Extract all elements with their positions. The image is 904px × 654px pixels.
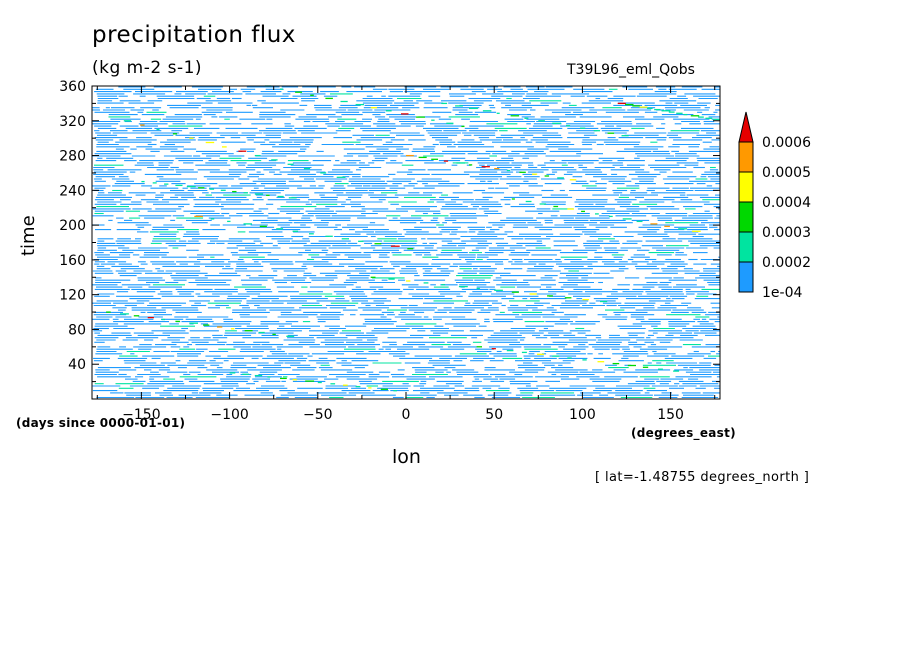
y-tick-label: 320 (59, 114, 86, 130)
colorbar-label: 1e-04 (762, 285, 802, 301)
colorbar-extend-triangle (738, 111, 754, 143)
x-tick-label: 100 (569, 407, 596, 423)
x-axis-label: lon (392, 446, 421, 468)
chart-title: precipitation flux (92, 22, 296, 48)
x-tick-label: 0 (402, 407, 411, 423)
y-tick-label: 360 (59, 79, 86, 95)
colorbar-label: 0.0006 (762, 135, 811, 151)
x-tick-label: 150 (657, 407, 684, 423)
y-tick-label: 80 (68, 322, 86, 338)
colorbar-swatch (738, 141, 754, 173)
y-tick-label: 280 (59, 149, 86, 165)
colorbar-label: 0.0002 (762, 255, 811, 271)
colorbar-label: 0.0004 (762, 195, 811, 211)
colorbar-label: 0.0005 (762, 165, 811, 181)
colorbar-label: 0.0003 (762, 225, 811, 241)
colorbar-swatch (738, 231, 754, 263)
x-tick-label: −100 (210, 407, 248, 423)
colorbar-swatch (738, 171, 754, 203)
x-tick-label: 50 (485, 407, 503, 423)
chart-units: (kg m-2 s-1) (92, 58, 203, 78)
heatmap-cells (92, 85, 721, 399)
y-tick-label: 200 (59, 218, 86, 234)
run-label: T39L96_eml_Qobs (567, 62, 695, 78)
x-axis-units: (degrees_east) (631, 426, 736, 440)
y-tick-label: 120 (59, 288, 86, 304)
colorbar-swatch (738, 201, 754, 233)
latitude-annotation: [ lat=-1.48755 degrees_north ] (595, 470, 810, 485)
y-tick-label: 160 (59, 253, 86, 269)
colorbar: 1e-04 0.0002 0.0003 0.0004 0.0005 0.0006 (738, 111, 811, 301)
x-tick-label: −50 (303, 407, 333, 423)
y-tick-label: 40 (68, 357, 86, 373)
colorbar-swatch (738, 261, 754, 293)
x-tick-label: −150 (122, 407, 160, 423)
axes: −150 −100 −50 0 50 100 150 40 80 120 160 200 240 280 3… (59, 79, 720, 423)
y-axis-units: (days since 0000-01-01) (16, 416, 186, 430)
y-tick-label: 240 (59, 183, 86, 199)
